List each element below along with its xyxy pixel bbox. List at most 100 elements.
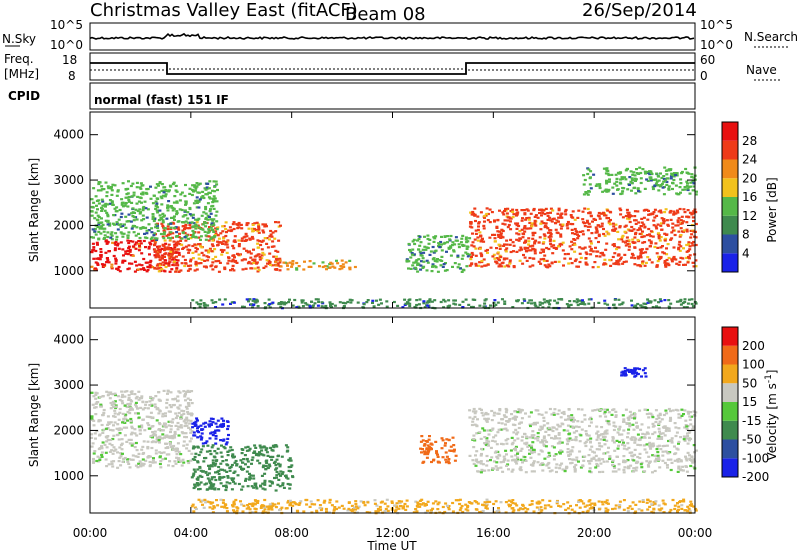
range-time-cell xyxy=(95,257,99,260)
range-time-cell xyxy=(197,253,201,256)
range-time-cell xyxy=(145,216,149,219)
range-time-cell xyxy=(501,470,505,473)
range-time-cell xyxy=(164,193,168,196)
range-time-cell xyxy=(153,254,157,257)
range-time-cell xyxy=(138,196,142,199)
range-time-cell xyxy=(505,257,509,260)
range-time-cell xyxy=(246,485,250,488)
range-time-cell xyxy=(678,207,682,211)
range-time-cell xyxy=(486,212,490,216)
range-time-cell xyxy=(180,409,184,412)
range-time-cell xyxy=(119,223,123,226)
range-time-cell xyxy=(426,300,430,303)
range-time-cell xyxy=(121,205,125,208)
range-time-cell xyxy=(686,442,690,445)
range-time-cell xyxy=(634,233,637,236)
range-time-cell xyxy=(689,411,693,414)
range-time-cell xyxy=(154,186,158,189)
range-time-cell xyxy=(261,251,265,254)
range-time-cell xyxy=(577,425,581,429)
range-time-cell xyxy=(246,262,250,265)
range-time-cell xyxy=(649,177,653,180)
range-time-cell xyxy=(197,236,201,239)
range-time-cell xyxy=(213,430,217,434)
range-time-cell xyxy=(210,250,214,253)
range-time-cell xyxy=(575,265,579,268)
range-time-cell xyxy=(436,270,440,273)
range-time-cell xyxy=(494,303,498,306)
range-time-cell xyxy=(586,172,590,176)
range-time-cell xyxy=(483,302,487,305)
range-time-cell xyxy=(261,482,265,485)
range-time-cell xyxy=(580,408,584,411)
range-time-cell xyxy=(536,436,540,439)
range-time-cell xyxy=(212,455,216,458)
range-time-cell xyxy=(411,240,415,243)
range-time-cell xyxy=(111,452,115,455)
range-time-cell xyxy=(651,454,655,457)
range-time-cell xyxy=(641,262,644,265)
range-time-cell xyxy=(543,234,547,237)
range-time-cell xyxy=(177,450,181,453)
range-time-cell xyxy=(268,252,272,255)
range-time-cell xyxy=(671,222,675,225)
range-time-cell xyxy=(692,182,696,185)
range-time-cell xyxy=(256,242,260,245)
range-time-cell xyxy=(136,466,140,469)
range-time-cell xyxy=(607,220,611,223)
range-time-cell xyxy=(676,470,680,473)
range-time-cell xyxy=(255,262,259,265)
range-time-cell xyxy=(112,446,116,449)
range-time-cell xyxy=(471,210,475,214)
range-time-cell xyxy=(198,465,202,469)
range-time-cell xyxy=(621,370,625,373)
range-time-cell xyxy=(226,454,230,457)
range-time-cell xyxy=(152,457,155,460)
range-time-cell xyxy=(169,428,173,431)
range-time-cell xyxy=(130,427,134,430)
range-time-cell xyxy=(94,397,98,400)
range-time-cell xyxy=(420,260,423,263)
range-time-cell xyxy=(100,198,104,201)
range-time-cell xyxy=(224,241,228,244)
range-time-cell xyxy=(557,298,561,301)
range-time-cell xyxy=(405,260,409,263)
range-time-cell xyxy=(552,246,556,249)
range-time-cell xyxy=(200,448,204,451)
range-time-cell xyxy=(248,472,251,475)
range-time-cell xyxy=(204,205,208,209)
range-time-cell xyxy=(656,451,660,454)
range-time-cell xyxy=(674,258,678,261)
range-time-cell xyxy=(98,395,102,399)
range-time-cell xyxy=(169,406,173,409)
range-time-cell xyxy=(575,298,579,301)
range-time-cell xyxy=(425,269,429,272)
range-time-cell xyxy=(134,401,138,404)
range-time-cell xyxy=(201,190,205,193)
range-time-cell xyxy=(96,214,100,217)
range-time-cell xyxy=(571,223,575,226)
range-time-cell xyxy=(160,247,164,250)
range-time-cell xyxy=(654,242,658,245)
range-time-cell xyxy=(176,395,180,398)
range-time-cell xyxy=(507,265,511,268)
range-time-cell xyxy=(265,259,269,262)
range-time-cell xyxy=(692,458,696,461)
range-time-cell xyxy=(464,236,468,239)
range-time-cell xyxy=(348,259,352,262)
range-time-cell xyxy=(496,457,500,460)
range-time-cell xyxy=(481,427,485,430)
range-time-cell xyxy=(406,301,410,304)
range-time-cell xyxy=(672,246,676,249)
range-time-cell xyxy=(567,415,571,418)
range-time-cell xyxy=(495,247,498,250)
range-time-cell xyxy=(530,444,534,447)
range-time-cell xyxy=(655,180,659,183)
range-time-cell xyxy=(205,450,209,453)
range-time-cell xyxy=(217,488,221,491)
range-time-cell xyxy=(539,251,543,254)
range-time-cell xyxy=(656,414,660,417)
range-time-cell xyxy=(443,269,447,272)
range-time-cell xyxy=(597,233,601,236)
